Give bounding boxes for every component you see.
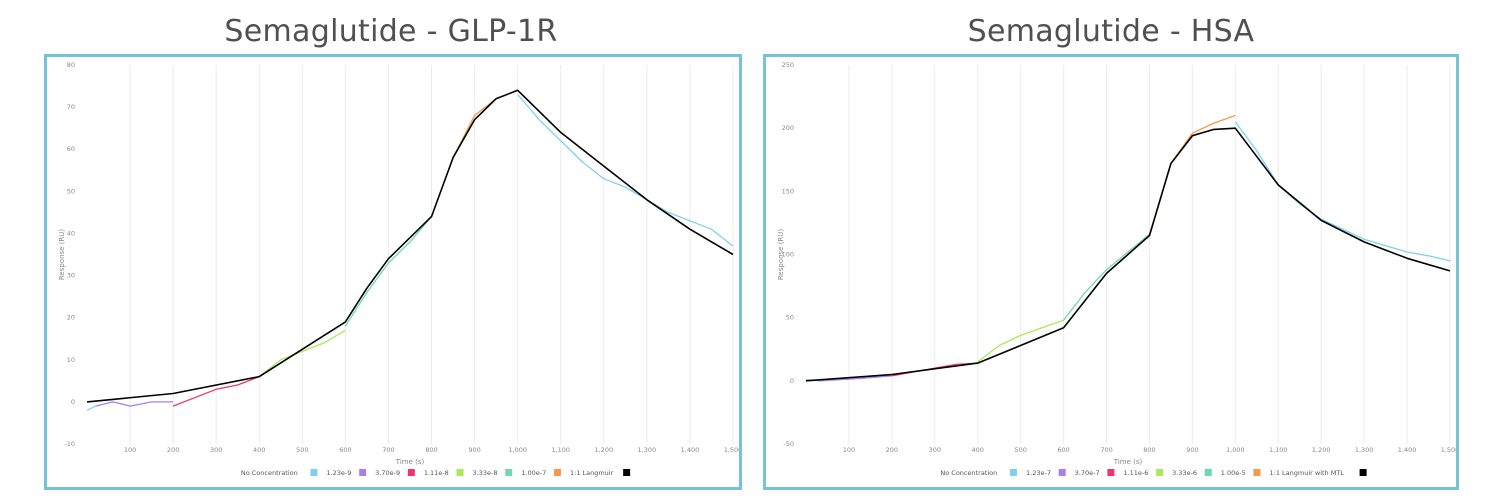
left-chart-svg: 100 200 300 400 500 600 700 800 900 1,000 1,100 1,2… — [58, 61, 739, 477]
legend-label-3-70e-9: 3.70e-9 — [375, 469, 400, 477]
x-tick-label: 300 — [210, 446, 222, 454]
y-tick-label: -50 — [783, 440, 794, 448]
legend-label-1-11e-8: 1.11e-8 — [424, 469, 449, 477]
y-axis-label: Response (RU) — [777, 229, 785, 281]
x-tick-label: 800 — [425, 446, 437, 454]
legend-label-1-00e-7: 1.00e-7 — [521, 469, 546, 477]
y-tick-label: 20 — [67, 314, 75, 322]
x-tick-label: 1,300 — [1355, 446, 1374, 454]
legend-label-1-1-langmuir-with-mtl: 1:1 Langmuir with MTL — [1270, 469, 1345, 477]
y-tick-label: 200 — [782, 124, 794, 132]
y-tick-label: 0 — [790, 377, 794, 385]
y-tick-label: 0 — [71, 398, 75, 406]
legend-label-no-concentration: No Concentration — [940, 469, 997, 477]
series-line-1-23e-9 — [95, 401, 174, 407]
legend-label-no-concentration: No Concentration — [241, 469, 298, 477]
series-line-1-1-langmuir-with-mtl — [805, 127, 1451, 382]
x-tick-label: 1,100 — [1269, 446, 1288, 454]
left-chart-title: Semaglutide - GLP-1R — [224, 14, 558, 49]
series-line-3-70e-9 — [172, 375, 260, 407]
y-tick-label: 50 — [786, 314, 794, 322]
legend-swatch-3-33e-8 — [505, 469, 513, 476]
legend-swatch-no-concentration — [310, 469, 318, 476]
x-tick-label: 400 — [253, 446, 265, 454]
series-line-no-concentration — [517, 94, 734, 247]
right-chart-panel: 100 200 300 400 500 600 700 800 900 1,000 1,100 1,2… — [763, 54, 1459, 490]
series-line-no-concentration — [86, 405, 96, 411]
series-line-1-11e-8 — [258, 329, 346, 378]
x-axis-label: Time (s) — [395, 458, 425, 466]
legend-swatch-1-00e-5 — [1253, 469, 1261, 476]
x-tick-label: 1,100 — [551, 446, 570, 454]
series-line-1-11e-6 — [977, 319, 1064, 363]
y-tick-label: 100 — [782, 251, 794, 259]
legend-swatch-1-11e-6 — [1156, 469, 1164, 476]
series-line-no-concentration — [1234, 121, 1451, 262]
legend-label-3-70e-7: 3.70e-7 — [1075, 469, 1100, 477]
x-tick-label: 100 — [843, 446, 855, 454]
legend-swatch-3-70e-9 — [407, 469, 415, 476]
x-tick-label: 700 — [382, 446, 394, 454]
legend-label-3-33e-8: 3.33e-8 — [473, 469, 498, 477]
legend-swatch-1-00e-7 — [553, 469, 561, 476]
x-tick-label: 1,200 — [594, 446, 613, 454]
series-line-3-33e-8 — [344, 216, 432, 327]
y-tick-label: 40 — [67, 229, 75, 237]
x-tick-label: 900 — [1186, 446, 1198, 454]
series-line-3-33e-6 — [1063, 233, 1150, 321]
y-tick-label: 30 — [67, 272, 75, 280]
x-tick-label: 600 — [339, 446, 351, 454]
x-tick-label: 100 — [124, 446, 136, 454]
legend-swatch-1-23e-9 — [359, 469, 367, 476]
y-axis-label: Response (RU) — [58, 229, 66, 281]
x-tick-label: 600 — [1057, 446, 1069, 454]
left-chart-panel: 100 200 300 400 500 600 700 800 900 1,000 1,100 1,2… — [44, 54, 742, 490]
y-tick-label: 10 — [67, 356, 75, 364]
x-tick-label: 1,000 — [508, 446, 527, 454]
legend-label-1-11e-6: 1.11e-6 — [1123, 469, 1148, 477]
series-line-1-23e-7 — [818, 375, 892, 382]
legend-swatch-no-concentration — [1010, 469, 1017, 476]
x-tick-label: 1,200 — [1312, 446, 1331, 454]
x-tick-label: 200 — [167, 446, 179, 454]
x-tick-label: 1,400 — [1398, 446, 1417, 454]
y-tick-label: -10 — [64, 440, 75, 448]
x-tick-label: 700 — [1100, 446, 1112, 454]
y-tick-label: 250 — [782, 61, 794, 69]
legend-label-3-33e-6: 3.33e-6 — [1172, 469, 1197, 477]
y-tick-label: 80 — [67, 61, 75, 69]
x-tick-label: 900 — [468, 446, 480, 454]
x-tick-label: 400 — [972, 446, 984, 454]
x-tick-label: 300 — [929, 446, 941, 454]
legend-swatch-1-1-langmuir — [623, 469, 631, 476]
legend-swatch-1-23e-7 — [1058, 469, 1066, 476]
x-tick-label: 1,400 — [681, 446, 700, 454]
x-tick-label: 1,300 — [638, 446, 657, 454]
x-tick-label: 1,500 — [1441, 446, 1456, 454]
x-tick-label: 500 — [1014, 446, 1026, 454]
x-axis-label: Time (s) — [1113, 458, 1143, 466]
y-tick-label: 150 — [782, 187, 794, 195]
x-tick-label: 800 — [1143, 446, 1155, 454]
legend-swatch-1-11e-8 — [456, 469, 464, 476]
right-chart-title: Semaglutide - HSA — [967, 14, 1255, 49]
legend-label-1-00e-5: 1.00e-5 — [1221, 469, 1246, 477]
y-tick-label: 60 — [67, 145, 75, 153]
legend-label-1-23e-7: 1.23e-7 — [1026, 469, 1051, 477]
y-tick-label: 70 — [67, 103, 75, 111]
legend-swatch-1-1-langmuir-with-mtl — [1359, 469, 1367, 476]
legend-swatch-3-70e-7 — [1107, 469, 1115, 476]
legend-label-1-1-langmuir: 1:1 Langmuir — [570, 469, 614, 477]
x-tick-label: 500 — [296, 446, 308, 454]
y-tick-label: 50 — [67, 187, 75, 195]
right-chart-svg: 100 200 300 400 500 600 700 800 900 1,000 1,100 1,2… — [777, 61, 1456, 477]
series-line-1-1-langmuir — [86, 89, 734, 403]
legend-label-1-23e-9: 1.23e-9 — [326, 469, 351, 477]
x-tick-label: 200 — [886, 446, 898, 454]
x-tick-label: 1,500 — [724, 446, 739, 454]
legend-swatch-3-33e-6 — [1204, 469, 1212, 476]
x-tick-label: 1,000 — [1226, 446, 1245, 454]
